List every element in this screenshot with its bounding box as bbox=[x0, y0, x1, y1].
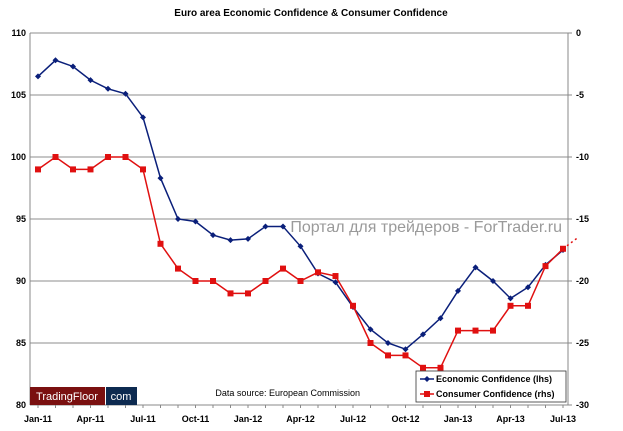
data-point-economic bbox=[332, 279, 339, 286]
data-point-consumer bbox=[70, 166, 76, 173]
data-point-economic bbox=[420, 331, 426, 338]
y-left-tick-label: 90 bbox=[16, 276, 26, 286]
logo-left-text: TradingFloor bbox=[36, 391, 98, 403]
data-point-consumer bbox=[140, 166, 146, 173]
data-point-economic bbox=[297, 243, 304, 250]
data-point-consumer bbox=[52, 154, 59, 160]
data-point-economic bbox=[70, 63, 76, 70]
data-point-consumer bbox=[315, 269, 321, 276]
data-point-consumer bbox=[332, 273, 339, 280]
y-right-tick-label: 0 bbox=[576, 28, 581, 38]
data-point-economic bbox=[525, 284, 531, 291]
legend-label-economic: Economic Confidence (lhs) bbox=[436, 374, 552, 384]
x-tick-label: Oct-11 bbox=[182, 414, 210, 424]
projection-dashed-line bbox=[566, 236, 580, 247]
data-point-consumer bbox=[490, 327, 496, 334]
series-line-economic bbox=[37, 59, 564, 351]
legend-marker-economic bbox=[424, 376, 430, 382]
watermark: Портал для трейдеров - ForTrader.ru bbox=[290, 219, 562, 236]
data-point-economic bbox=[402, 346, 409, 353]
data-point-economic bbox=[280, 223, 286, 230]
data-point-consumer bbox=[35, 166, 41, 173]
data-point-consumer bbox=[350, 302, 356, 309]
y-left-tick-label: 100 bbox=[11, 152, 26, 162]
data-point-economic bbox=[87, 77, 94, 84]
data-point-consumer bbox=[157, 240, 164, 247]
data-point-consumer bbox=[472, 327, 479, 334]
data-point-economic bbox=[35, 73, 41, 80]
legend-label-consumer: Consumer Confidence (rhs) bbox=[436, 389, 555, 399]
x-tick-label: Apr-13 bbox=[496, 414, 525, 424]
data-point-consumer bbox=[87, 166, 94, 173]
x-tick-label: Jan-12 bbox=[234, 414, 263, 424]
data-point-consumer bbox=[437, 364, 444, 371]
y-right-tick-label: -15 bbox=[576, 214, 589, 224]
y-right-tick-label: -10 bbox=[576, 152, 589, 162]
data-point-consumer bbox=[385, 352, 391, 359]
data-point-economic bbox=[140, 114, 146, 121]
data-point-consumer bbox=[245, 290, 251, 297]
y-right-tick-label: -25 bbox=[576, 338, 589, 348]
data-point-consumer bbox=[402, 352, 409, 359]
data-point-consumer bbox=[542, 263, 549, 270]
y-right-tick-label: -5 bbox=[576, 90, 584, 100]
data-point-consumer bbox=[525, 302, 531, 309]
y-left-tick-label: 80 bbox=[16, 400, 26, 410]
data-point-economic bbox=[490, 278, 496, 284]
data-point-consumer bbox=[175, 265, 181, 272]
tradingfloor-logo: TradingFloor com bbox=[30, 387, 137, 405]
data-point-consumer bbox=[262, 278, 269, 284]
data-point-economic bbox=[262, 223, 269, 230]
data-point-economic bbox=[245, 235, 251, 242]
x-tick-label: Apr-11 bbox=[76, 414, 104, 424]
data-point-economic bbox=[367, 326, 374, 333]
data-point-economic bbox=[227, 237, 234, 244]
data-point-economic bbox=[437, 315, 444, 322]
data-point-consumer bbox=[367, 340, 374, 346]
data-point-consumer bbox=[210, 278, 216, 284]
data-point-economic bbox=[192, 218, 199, 225]
data-point-economic bbox=[210, 232, 216, 239]
data-point-consumer bbox=[192, 278, 199, 284]
x-tick-label: Jul-13 bbox=[550, 414, 576, 424]
y-left-tick-label: 85 bbox=[16, 338, 26, 348]
y-left-tick-label: 105 bbox=[11, 90, 26, 100]
y-left-tick-label: 95 bbox=[16, 214, 26, 224]
data-point-consumer bbox=[420, 364, 426, 371]
data-point-economic bbox=[52, 57, 59, 64]
x-tick-label: Jan-13 bbox=[444, 414, 473, 424]
series-line-consumer bbox=[37, 156, 564, 369]
data-point-consumer bbox=[455, 327, 461, 334]
x-tick-label: Jul-12 bbox=[340, 414, 366, 424]
logo-right-text: com bbox=[111, 391, 132, 403]
data-point-consumer bbox=[297, 278, 304, 284]
data-point-consumer bbox=[122, 154, 129, 160]
data-point-economic bbox=[122, 90, 129, 97]
data-point-economic bbox=[157, 175, 164, 182]
data-point-economic bbox=[385, 340, 391, 346]
y-right-tick-label: -20 bbox=[576, 276, 589, 286]
data-source-annotation: Data source: European Commission bbox=[215, 388, 360, 398]
legend: Economic Confidence (lhs) Consumer Confi… bbox=[415, 370, 567, 403]
data-point-consumer bbox=[227, 290, 234, 297]
legend-marker-consumer bbox=[424, 391, 430, 397]
data-point-consumer bbox=[105, 154, 111, 160]
data-point-consumer bbox=[507, 302, 514, 309]
data-point-consumer bbox=[280, 265, 286, 272]
data-point-economic bbox=[472, 264, 479, 271]
x-tick-label: Jul-11 bbox=[130, 414, 156, 424]
data-point-consumer bbox=[560, 245, 566, 252]
data-point-economic bbox=[175, 216, 181, 222]
chart-title: Euro area Economic Confidence & Consumer… bbox=[174, 8, 448, 19]
y-left-tick-label: 110 bbox=[11, 28, 26, 38]
x-tick-label: Oct-12 bbox=[391, 414, 419, 424]
data-point-economic bbox=[105, 85, 111, 92]
data-point-economic bbox=[455, 287, 461, 294]
x-tick-label: Apr-12 bbox=[286, 414, 315, 424]
y-right-tick-label: -30 bbox=[576, 400, 589, 410]
x-tick-label: Jan-11 bbox=[24, 414, 52, 424]
data-point-economic bbox=[507, 295, 514, 302]
